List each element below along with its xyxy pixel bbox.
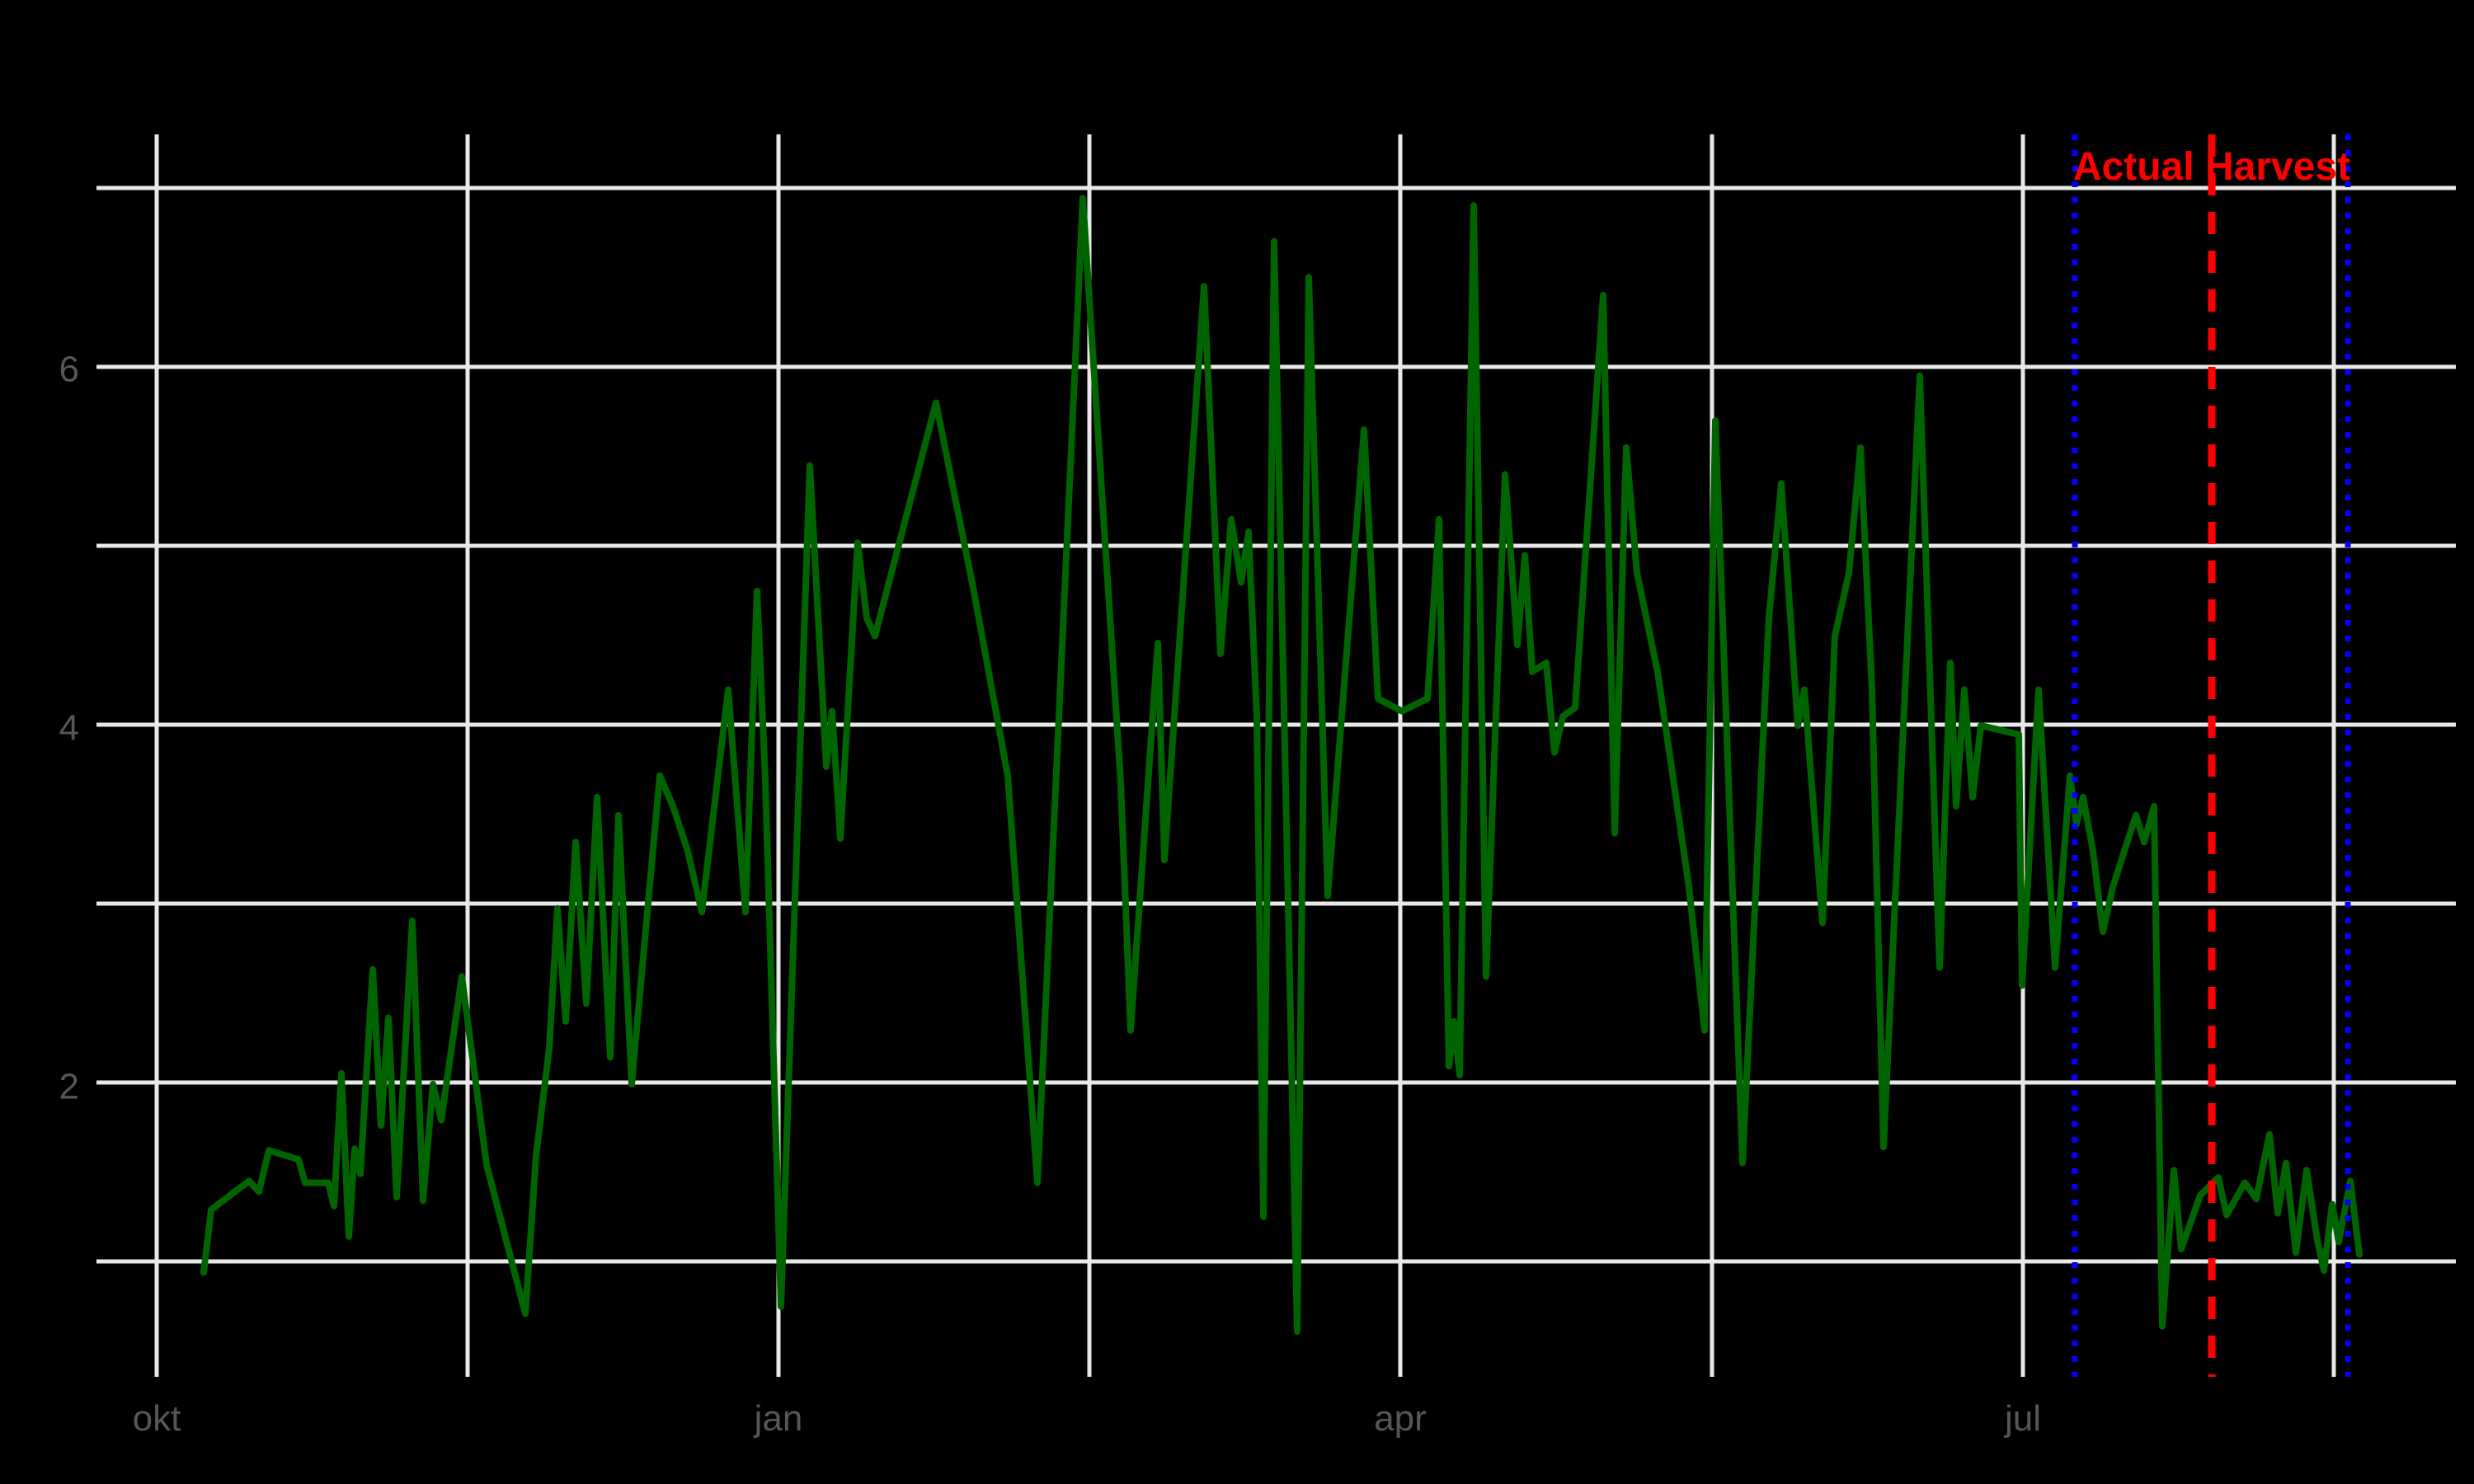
y-axis-labels: 2 4 6 — [59, 349, 79, 1106]
vertical-gridlines — [154, 134, 2336, 1377]
actual-harvest-label: Actual Harvest — [2073, 145, 2350, 189]
x-tick-label: jan — [753, 1398, 803, 1439]
x-axis-labels: okt jan apr jul — [133, 1398, 2041, 1439]
y-tick-label: 6 — [59, 349, 79, 389]
y-tick-label: 4 — [59, 707, 79, 748]
x-tick-label: jul — [2003, 1398, 2041, 1439]
harvest-series-line — [200, 195, 2363, 1336]
x-tick-label: apr — [1374, 1398, 1427, 1439]
x-tick-label: okt — [133, 1398, 181, 1439]
event-vlines — [2072, 134, 2351, 1377]
y-tick-label: 2 — [59, 1066, 79, 1106]
